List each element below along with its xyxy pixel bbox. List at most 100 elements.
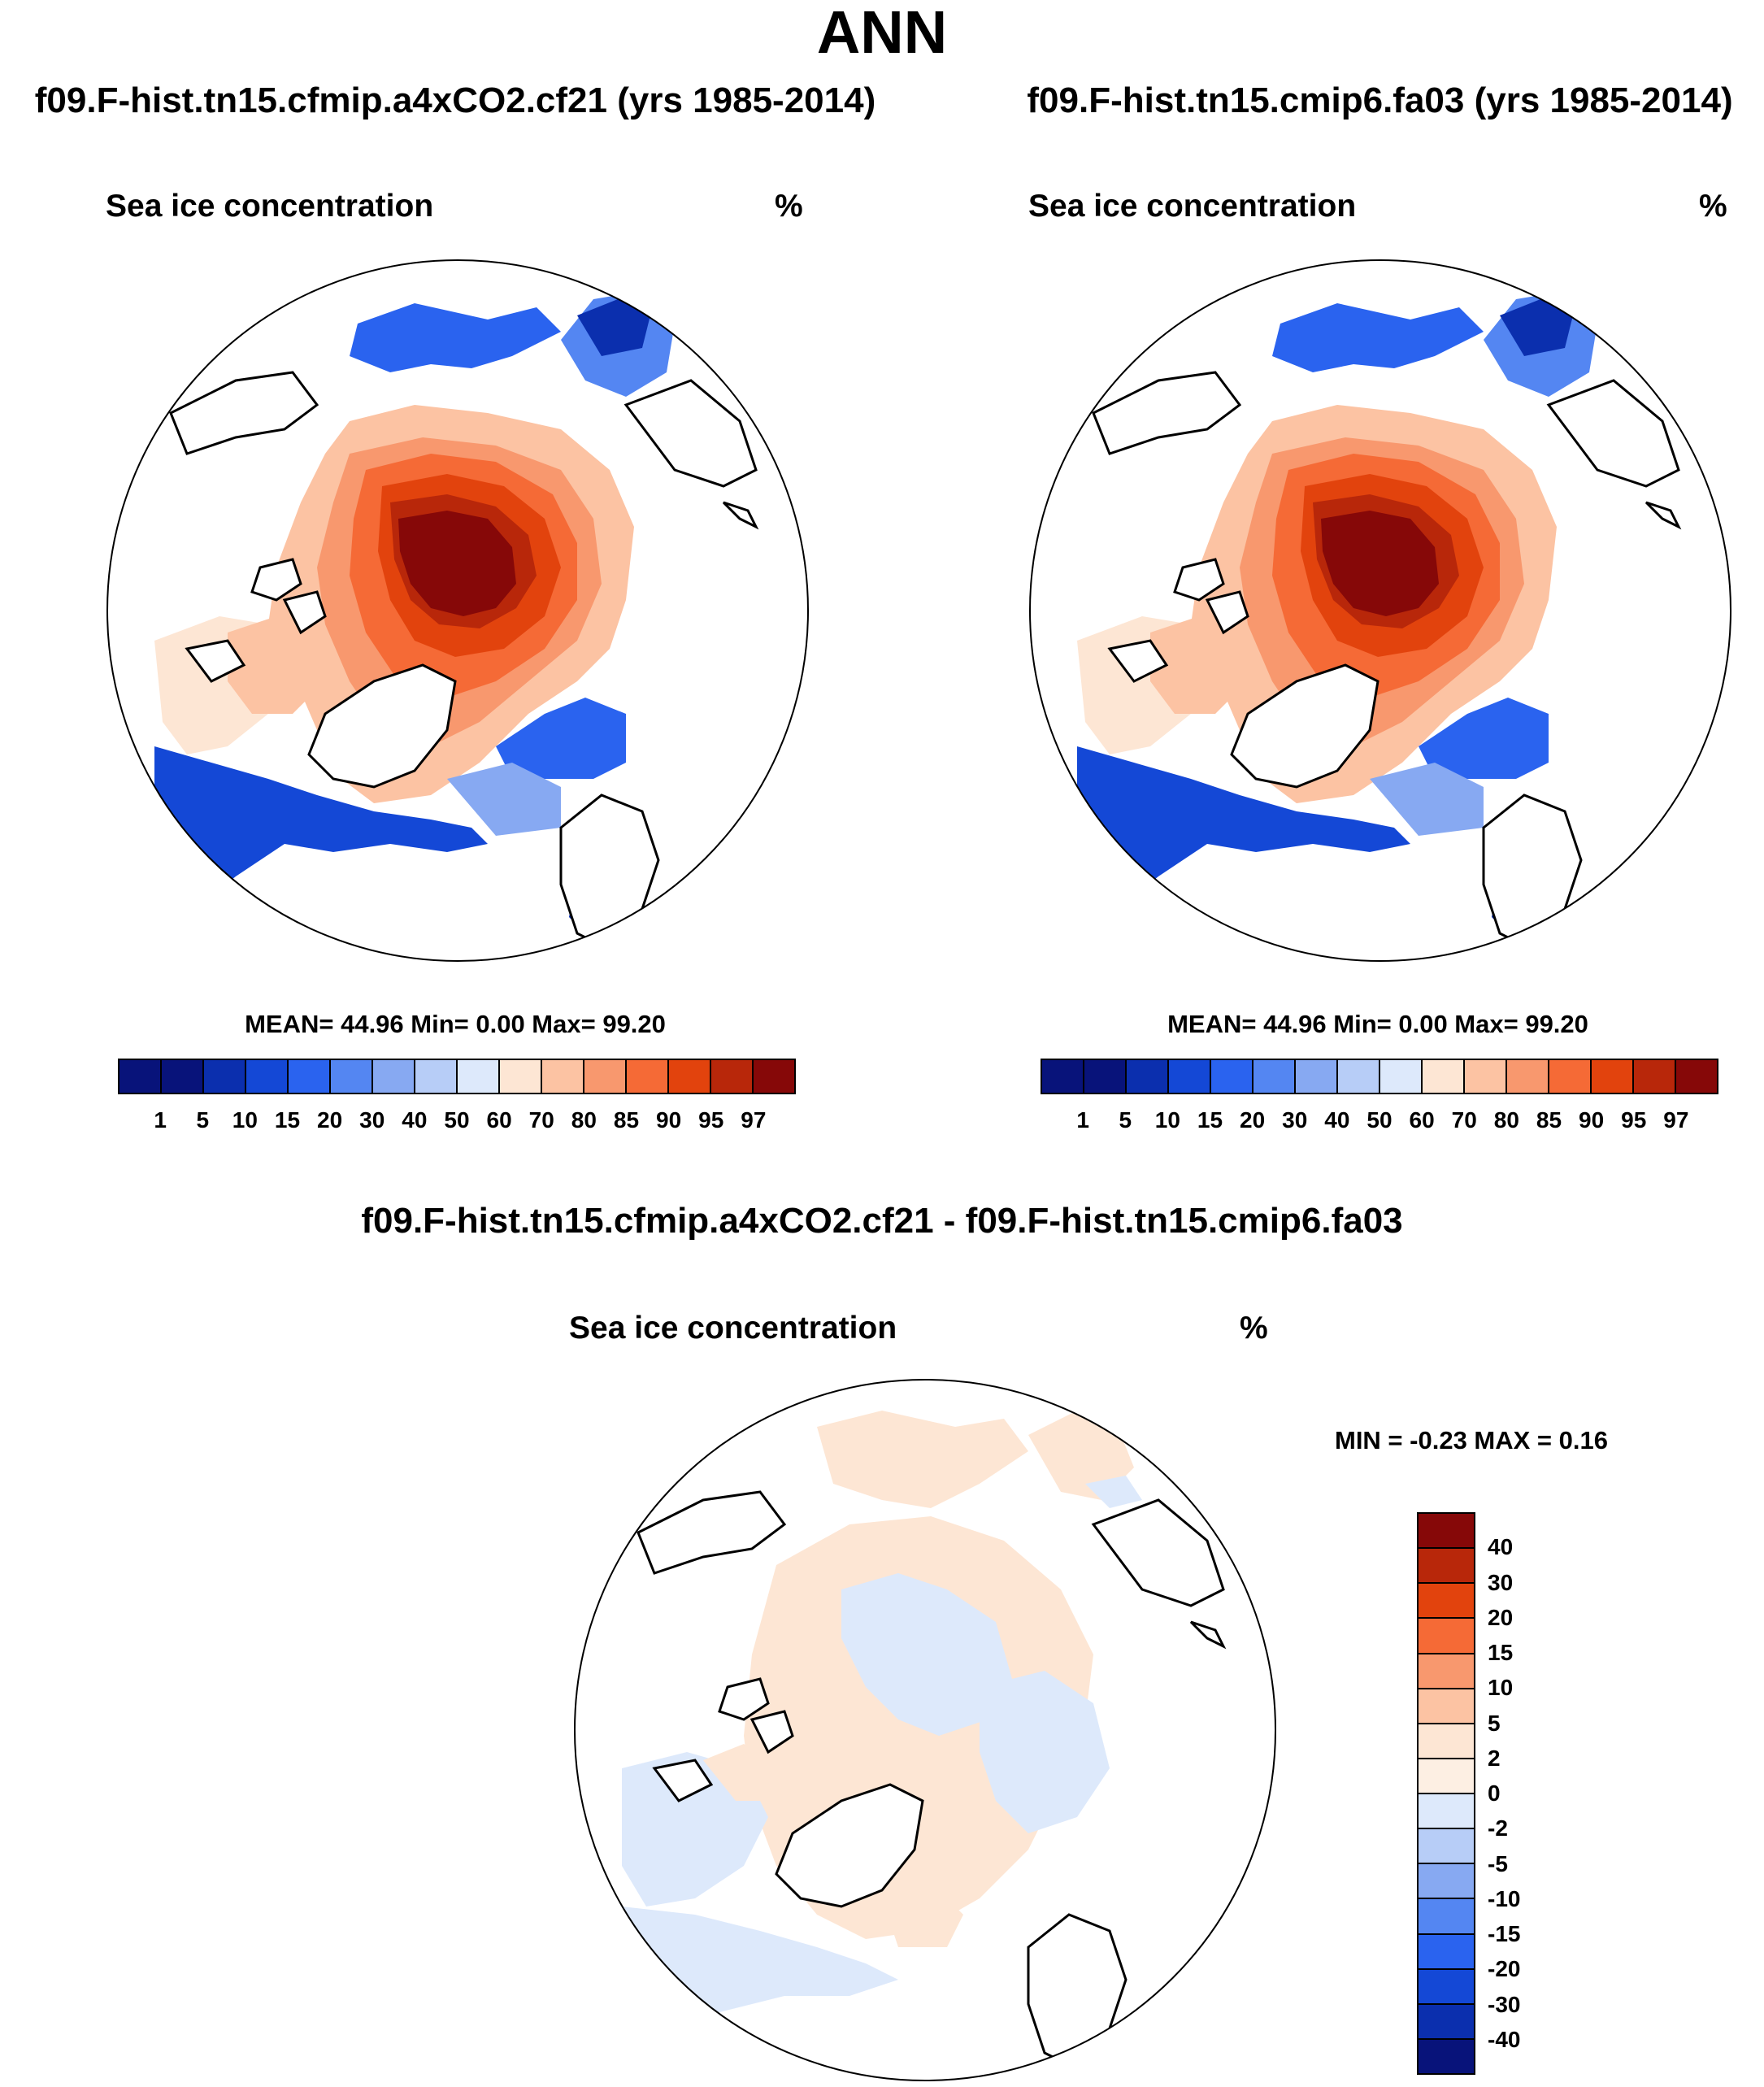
panel-1-colorbar-swatch xyxy=(119,1060,162,1093)
panel-1-colorbar-swatch xyxy=(415,1060,458,1093)
diff-colorbar-swatch xyxy=(1419,1514,1474,1550)
panel-2-colorbar-tick-label: 50 xyxy=(1366,1107,1393,1133)
panel-1-colorbar-swatch xyxy=(711,1060,754,1093)
panel-2-colorbar-tick-label: 95 xyxy=(1621,1107,1647,1133)
panel-2-colorbar-swatch xyxy=(1634,1060,1676,1093)
panel-2-colorbar-tick-label: 90 xyxy=(1579,1107,1605,1133)
panel-1-colorbar-tick-label: 30 xyxy=(359,1107,385,1133)
diff-colorbar-swatch xyxy=(1419,1689,1474,1724)
diff-arctic-negative-2 xyxy=(980,1671,1110,1833)
diff-map-boundary xyxy=(574,1379,1276,2081)
panel-1-map-boundary xyxy=(106,259,809,962)
panel-2-bering-ice xyxy=(1272,303,1484,372)
panel-1-colorbar-swatch xyxy=(373,1060,415,1093)
panel-1-colorbar-tick-label: 97 xyxy=(741,1107,767,1133)
panel-1-colorbar-swatch xyxy=(627,1060,669,1093)
panel-2-colorbar-swatch xyxy=(1423,1060,1465,1093)
panel-1-colorbar-tick-label: 5 xyxy=(196,1107,210,1133)
diff-greenland xyxy=(775,1783,924,1908)
diff-colorbar-swatch xyxy=(1419,1619,1474,1654)
diff-colorbar-tick-label: -40 xyxy=(1488,2026,1521,2052)
panel-1-variable-label: Sea ice concentration xyxy=(106,189,434,224)
panel-1-colorbar-swatch xyxy=(754,1060,794,1093)
panel-1-colorbar-tick-label: 60 xyxy=(486,1107,512,1133)
panel-1-colorbar-tick-label: 70 xyxy=(528,1107,554,1133)
panel-2-colorbar-swatch xyxy=(1169,1060,1211,1093)
panel-2-colorbar-swatch xyxy=(1084,1060,1127,1093)
panel-1-stats: MEAN= 44.96 Min= 0.00 Max= 99.20 xyxy=(245,1010,666,1038)
diff-colorbar-tick-label: -2 xyxy=(1488,1815,1508,1841)
panel-1-colorbar-tick-label: 40 xyxy=(402,1107,428,1133)
diff-colorbar xyxy=(1417,1512,1475,2075)
panel-2-colorbar-tick-label: 60 xyxy=(1409,1107,1435,1133)
diff-colorbar-swatch xyxy=(1419,1899,1474,1935)
panel-2-colorbar-tick-label: 1 xyxy=(1076,1107,1089,1133)
diff-colorbar-tick-label: 5 xyxy=(1488,1710,1501,1736)
panel-2-colorbar-swatch xyxy=(1042,1060,1084,1093)
diff-bering-positive xyxy=(817,1411,1028,1508)
panel-2-colorbar-swatch xyxy=(1592,1060,1634,1093)
diff-colorbar-swatch xyxy=(1419,1654,1474,1689)
panel-2-arctic-ice-core xyxy=(1321,511,1439,616)
panel-1-colorbar-swatch xyxy=(246,1060,289,1093)
diff-colorbar-tick-label: 10 xyxy=(1488,1675,1514,1701)
panel-2-colorbar-swatch xyxy=(1465,1060,1507,1093)
panel-2-greenland xyxy=(1230,663,1379,789)
panel-2-colorbar-swatch xyxy=(1211,1060,1253,1093)
diff-colorbar-tick-label: -15 xyxy=(1488,1921,1521,1946)
panel-2-colorbar-swatch xyxy=(1127,1060,1169,1093)
diff-colorbar-tick-label: -20 xyxy=(1488,1956,1521,1982)
panel-2-map-boundary xyxy=(1029,259,1731,962)
panel-2-colorbar-tick-label: 15 xyxy=(1197,1107,1223,1133)
panel-1-colorbar-swatch xyxy=(289,1060,331,1093)
panel-1-colorbar-ticks: 1 5 10 15 20 30 40 50 60 70 80 85 90 95 97 xyxy=(118,1104,796,1137)
diff-colorbar-tick-label: 0 xyxy=(1488,1780,1501,1806)
panel-1-bering-ice xyxy=(350,303,561,372)
panel-1-colorbar-tick-label: 95 xyxy=(698,1107,724,1133)
diff-colorbar-swatch xyxy=(1419,1759,1474,1794)
panel-2-colorbar-tick-label: 20 xyxy=(1240,1107,1266,1133)
diff-colorbar-swatch xyxy=(1419,1969,1474,2005)
diff-colorbar-swatch xyxy=(1419,1934,1474,1970)
panel-2-colorbar-swatch xyxy=(1338,1060,1380,1093)
panel-1-colorbar-swatch xyxy=(669,1060,711,1093)
panel-1-polar-map xyxy=(106,259,809,962)
panel-2-atlantic-ice-edge xyxy=(1077,746,1410,909)
diff-colorbar-swatch xyxy=(1419,1864,1474,1900)
panel-1-title: f09.F-hist.tn15.cfmip.a4xCO2.cf21 (yrs 1… xyxy=(34,80,876,120)
diff-colorbar-tick-label: -10 xyxy=(1488,1885,1521,1911)
panel-2-colorbar-swatch xyxy=(1676,1060,1717,1093)
diff-colorbar-tick-label: 20 xyxy=(1488,1604,1514,1630)
panel-2-title: f09.F-hist.tn15.cmip6.fa03 (yrs 1985-201… xyxy=(1027,80,1733,120)
panel-1-colorbar-tick-label: 15 xyxy=(274,1107,301,1133)
panel-2-stats: MEAN= 44.96 Min= 0.00 Max= 99.20 xyxy=(1167,1010,1588,1038)
diff-colorbar-tick-label: 15 xyxy=(1488,1640,1514,1665)
diff-colorbar-tick-label: 40 xyxy=(1488,1534,1514,1560)
panel-2-colorbar-tick-label: 5 xyxy=(1119,1107,1132,1133)
panel-1-colorbar xyxy=(118,1059,796,1094)
panel-2-colorbar-swatch xyxy=(1253,1060,1296,1093)
panel-1-units-label: % xyxy=(775,189,803,224)
diff-arctic-negative-1 xyxy=(841,1573,1012,1736)
panel-2-colorbar-swatch xyxy=(1380,1060,1423,1093)
panel-2-colorbar-ticks: 1 5 10 15 20 30 40 50 60 70 80 85 90 95 97 xyxy=(1041,1104,1718,1137)
diff-colorbar-tick-label: -30 xyxy=(1488,1991,1521,2017)
panel-2-colorbar-tick-label: 97 xyxy=(1663,1107,1689,1133)
panel-1-colorbar-tick-label: 80 xyxy=(571,1107,597,1133)
panel-1-colorbar-tick-label: 85 xyxy=(613,1107,640,1133)
diff-colorbar-swatch xyxy=(1419,1794,1474,1830)
panel-1-atlantic-ice-edge xyxy=(154,746,488,909)
panel-1-colorbar-swatch xyxy=(204,1060,246,1093)
diff-polar-map xyxy=(574,1379,1276,2081)
panel-2-colorbar xyxy=(1041,1059,1718,1094)
diff-units-label: % xyxy=(1240,1311,1268,1346)
diff-colorbar-swatch xyxy=(1419,1584,1474,1620)
panel-2-colorbar-tick-label: 30 xyxy=(1282,1107,1308,1133)
panel-1-colorbar-tick-label: 50 xyxy=(444,1107,470,1133)
panel-1-colorbar-tick-label: 20 xyxy=(317,1107,343,1133)
panel-2-colorbar-tick-label: 70 xyxy=(1451,1107,1477,1133)
diff-colorbar-swatch xyxy=(1419,1724,1474,1759)
diff-colorbar-swatch xyxy=(1419,1549,1474,1585)
panel-1-colorbar-swatch xyxy=(500,1060,542,1093)
panel-1-colorbar-swatch xyxy=(458,1060,500,1093)
